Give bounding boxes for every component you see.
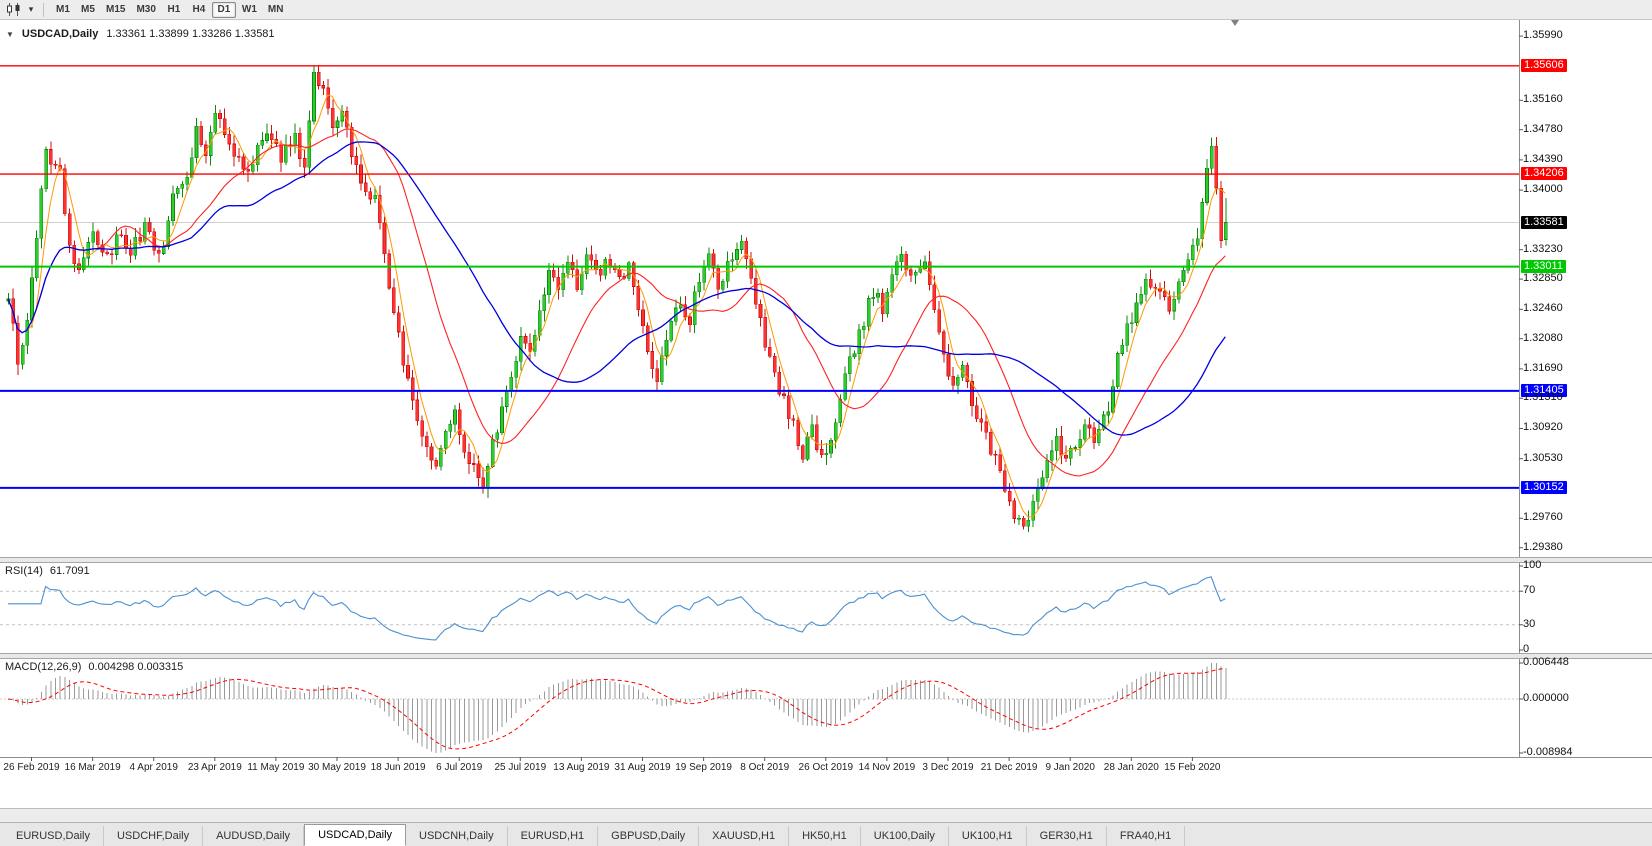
timeframe-toolbar: ▾ M1 M5 M15 M30 H1 H4 D1 W1 MN: [0, 0, 1652, 20]
price-axis-label: 1.34000: [1523, 183, 1563, 196]
time-axis-label: 26 Feb 2019: [3, 762, 60, 773]
candlestick-chart-icon[interactable]: [4, 2, 24, 18]
timeframe-button-m1[interactable]: M1: [56, 4, 70, 15]
price-level-label: 1.33011: [1521, 259, 1566, 273]
macd-axis-label: -0.008984: [1523, 746, 1573, 758]
price-axis-label: 1.33230: [1523, 242, 1563, 255]
price-axis-label: 1.35990: [1523, 29, 1563, 42]
chart-ohlc-values: 1.33361 1.33899 1.33286 1.33581: [106, 28, 275, 40]
time-axis[interactable]: 26 Feb 2019 16 Mar 2019 4 Apr 2019 23 Apr 2…: [0, 757, 1519, 781]
time-axis-label: 4 Apr 2019: [129, 762, 178, 773]
timeframe-button-mn[interactable]: MN: [267, 4, 284, 15]
price-axis-label: 1.29760: [1523, 511, 1563, 524]
chart-tab-eurusd-h1[interactable]: EURUSD,H1: [508, 826, 599, 846]
chart-window: ▼ USDCAD,Daily 1.33361 1.33899 1.33286 1…: [0, 20, 1652, 808]
panel-splitter[interactable]: [0, 557, 1652, 563]
rsi-indicator-label: RSI(14) 61.7091: [5, 565, 90, 577]
time-axis-label: 26 Oct 2019: [798, 762, 854, 773]
toolbar-separator: [43, 2, 44, 17]
time-axis-label: 19 Sep 2019: [675, 762, 732, 773]
time-axis-label: 15 Feb 2020: [1164, 762, 1221, 773]
rsi-axis-label: 70: [1523, 584, 1536, 597]
chart-tab-usdcnh-daily[interactable]: USDCNH,Daily: [406, 826, 508, 846]
chart-tab-audusd-daily[interactable]: AUDUSD,Daily: [203, 826, 305, 846]
chart-canvas[interactable]: [0, 20, 1652, 808]
timeframe-button-d1[interactable]: D1: [211, 1, 236, 18]
chart-tab-fra40-h1[interactable]: FRA40,H1: [1107, 826, 1186, 846]
timeframe-button-m5[interactable]: M5: [81, 4, 95, 15]
time-axis-label: 8 Oct 2019: [740, 762, 790, 773]
time-axis-label: 28 Jan 2020: [1103, 762, 1159, 773]
chart-symbol-period: USDCAD,Daily: [21, 28, 99, 40]
time-axis-label: 3 Dec 2019: [922, 762, 974, 773]
timeframe-button-h4[interactable]: H4: [192, 4, 206, 15]
chart-tab-ger30-h1[interactable]: GER30,H1: [1027, 826, 1107, 846]
rsi-axis-label: 0: [1523, 643, 1530, 655]
chart-tab-uk100-daily[interactable]: UK100,Daily: [861, 826, 949, 846]
price-axis-label: 1.31690: [1523, 361, 1563, 374]
time-axis-label: 30 May 2019: [308, 762, 366, 773]
macd-name: MACD(12,26,9): [5, 661, 82, 673]
price-axis-label: 1.31310: [1523, 391, 1563, 404]
macd-axis-label: 0.000000: [1523, 691, 1569, 704]
price-level-label: 1.34206: [1521, 167, 1567, 181]
price-axis-label: 1.34390: [1523, 152, 1563, 165]
price-axis-label: 1.30920: [1523, 421, 1563, 434]
chart-title: ▼ USDCAD,Daily 1.33361 1.33899 1.33286 1…: [6, 28, 275, 40]
time-axis-label: 13 Aug 2019: [553, 762, 610, 773]
chart-tab-usdchf-daily[interactable]: USDCHF,Daily: [104, 826, 204, 846]
time-axis-label: 9 Jan 2020: [1045, 762, 1095, 773]
timeframe-buttons: M1 M5 M15 M30 H1 H4 D1 W1 MN: [51, 1, 289, 18]
timeframe-button-w1[interactable]: W1: [241, 4, 257, 15]
time-axis-label: 25 Jul 2019: [494, 762, 547, 773]
price-axis-label: 1.34780: [1523, 122, 1563, 135]
chevron-down-icon[interactable]: ▾: [28, 4, 34, 14]
price-axis[interactable]: 1.35990 1.35606 1.35160 1.34780 1.34390 1.342…: [1519, 20, 1652, 758]
chart-tab-uk100-h1[interactable]: UK100,H1: [949, 826, 1027, 846]
price-axis-label: 1.30530: [1523, 451, 1563, 464]
time-axis-label: 16 Mar 2019: [64, 762, 121, 773]
price-axis-label: 1.32080: [1523, 331, 1563, 344]
price-axis-label: 1.32460: [1523, 302, 1563, 315]
rsi-axis-label: 100: [1523, 559, 1542, 571]
time-axis-label: 11 May 2019: [247, 762, 305, 773]
price-level-label: 1.30152: [1521, 480, 1567, 494]
price-level-label: 1.35606: [1521, 58, 1567, 72]
price-axis-label: 1.29380: [1523, 540, 1563, 553]
rsi-axis-label: 30: [1523, 617, 1536, 630]
price-axis-label: 1.35160: [1523, 93, 1563, 106]
macd-axis-label: 0.006448: [1523, 656, 1569, 668]
chart-tab-bar: EURUSD,Daily USDCHF,Daily AUDUSD,Daily USDC…: [0, 822, 1652, 846]
time-axis-label: 21 Dec 2019: [980, 762, 1038, 773]
window-gap: [0, 808, 1652, 822]
chart-tab-eurusd-daily[interactable]: EURUSD,Daily: [3, 826, 104, 846]
macd-current-values: 0.004298 0.003315: [88, 661, 184, 673]
price-axis-label: 1.32850: [1523, 272, 1563, 285]
chart-tab-usdcad-daily[interactable]: USDCAD,Daily: [304, 824, 407, 846]
macd-indicator-label: MACD(12,26,9) 0.004298 0.003315: [5, 661, 183, 673]
chart-tab-xauusd-h1[interactable]: XAUUSD,H1: [699, 826, 790, 846]
timeframe-button-m15[interactable]: M15: [106, 4, 126, 15]
rsi-current-value: 61.7091: [49, 565, 90, 577]
time-axis-label: 18 Jun 2019: [370, 762, 426, 773]
collapse-arrow-icon[interactable]: ▼: [6, 29, 14, 39]
panel-splitter[interactable]: [0, 653, 1652, 659]
time-axis-label: 6 Jul 2019: [436, 762, 483, 773]
shift-marker-icon[interactable]: [1231, 20, 1239, 26]
chart-tab-hk50-h1[interactable]: HK50,H1: [789, 826, 861, 846]
time-axis-label: 31 Aug 2019: [614, 762, 671, 773]
time-axis-label: 23 Apr 2019: [187, 762, 242, 773]
timeframe-button-h1[interactable]: H1: [167, 4, 181, 15]
price-level-label: 1.33581: [1521, 215, 1567, 229]
chart-tab-gbpusd-daily[interactable]: GBPUSD,Daily: [598, 826, 700, 846]
price-level-label: 1.31405: [1521, 383, 1567, 397]
timeframe-button-m30[interactable]: M30: [136, 4, 156, 15]
time-axis-label: 14 Nov 2019: [858, 762, 916, 773]
rsi-name: RSI(14): [5, 565, 43, 577]
